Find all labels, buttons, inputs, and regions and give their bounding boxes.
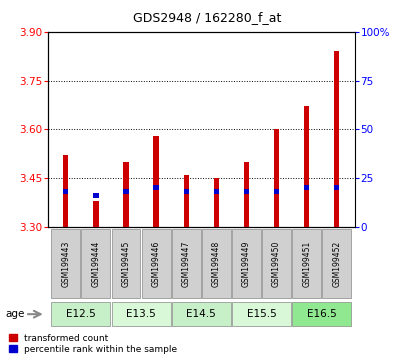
Bar xyxy=(93,193,99,198)
Text: age: age xyxy=(5,309,24,319)
FancyBboxPatch shape xyxy=(172,229,201,298)
Text: GSM199444: GSM199444 xyxy=(91,240,100,287)
Bar xyxy=(214,178,219,227)
Text: GSM199446: GSM199446 xyxy=(151,240,161,287)
Bar xyxy=(214,189,219,194)
Bar xyxy=(183,189,189,194)
Bar xyxy=(63,155,68,227)
Text: GSM199448: GSM199448 xyxy=(212,241,221,287)
FancyBboxPatch shape xyxy=(112,302,171,326)
FancyBboxPatch shape xyxy=(51,229,80,298)
Text: GDS2948 / 162280_f_at: GDS2948 / 162280_f_at xyxy=(133,11,282,24)
Bar xyxy=(154,185,159,190)
Bar xyxy=(304,185,309,190)
FancyBboxPatch shape xyxy=(232,302,291,326)
FancyBboxPatch shape xyxy=(202,229,231,298)
FancyBboxPatch shape xyxy=(322,229,351,298)
Bar xyxy=(244,189,249,194)
FancyBboxPatch shape xyxy=(292,302,351,326)
Text: E16.5: E16.5 xyxy=(307,309,337,319)
Text: GSM199445: GSM199445 xyxy=(122,240,130,287)
FancyBboxPatch shape xyxy=(142,229,171,298)
Text: E13.5: E13.5 xyxy=(126,309,156,319)
Text: GSM199449: GSM199449 xyxy=(242,240,251,287)
Bar xyxy=(334,185,339,190)
FancyBboxPatch shape xyxy=(262,229,291,298)
Text: GSM199450: GSM199450 xyxy=(272,240,281,287)
FancyBboxPatch shape xyxy=(172,302,231,326)
Bar xyxy=(334,51,339,227)
Bar xyxy=(183,175,189,227)
Text: E15.5: E15.5 xyxy=(247,309,276,319)
FancyBboxPatch shape xyxy=(51,302,110,326)
Bar xyxy=(274,189,279,194)
Bar xyxy=(63,189,68,194)
Text: E14.5: E14.5 xyxy=(186,309,216,319)
Bar xyxy=(123,162,129,227)
Text: GSM199452: GSM199452 xyxy=(332,241,341,287)
Bar xyxy=(274,129,279,227)
FancyBboxPatch shape xyxy=(81,229,110,298)
Bar xyxy=(154,136,159,227)
Text: E12.5: E12.5 xyxy=(66,309,96,319)
Bar xyxy=(304,107,309,227)
Text: GSM199443: GSM199443 xyxy=(61,240,70,287)
Bar xyxy=(244,162,249,227)
FancyBboxPatch shape xyxy=(292,229,321,298)
Bar xyxy=(123,189,129,194)
FancyBboxPatch shape xyxy=(112,229,140,298)
Bar xyxy=(93,201,99,227)
Legend: transformed count, percentile rank within the sample: transformed count, percentile rank withi… xyxy=(9,334,177,354)
FancyBboxPatch shape xyxy=(232,229,261,298)
Text: GSM199447: GSM199447 xyxy=(182,240,191,287)
Text: GSM199451: GSM199451 xyxy=(302,241,311,287)
